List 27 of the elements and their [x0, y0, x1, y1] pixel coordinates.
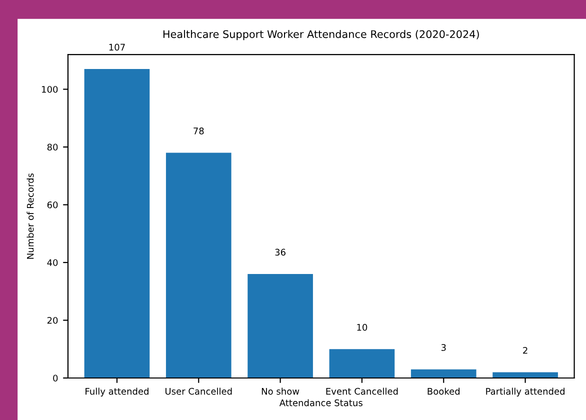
data-label: 78 [194, 128, 204, 134]
y-tick-label: 60 [47, 201, 58, 208]
y-tick-label: 100 [42, 86, 58, 93]
y-axis-title: Number of Records [26, 173, 34, 259]
bar [329, 349, 395, 378]
x-tick-label: Event Cancelled [326, 388, 398, 395]
x-tick-label: User Cancelled [166, 388, 232, 395]
bar [248, 274, 313, 378]
data-label: 10 [357, 324, 368, 331]
bar [84, 69, 150, 378]
data-label: 3 [441, 344, 446, 351]
bar [492, 372, 558, 378]
x-axis-title: Attendance Status [279, 399, 362, 406]
y-tick-label: 40 [47, 259, 58, 266]
y-tick-label: 80 [47, 144, 58, 151]
y-tick-label: 20 [47, 316, 58, 324]
x-tick-label: Partially attended [486, 388, 564, 396]
y-tick-label: 0 [53, 374, 58, 382]
x-tick-label: Fully attended [86, 388, 148, 396]
x-tick-label: Booked [428, 388, 460, 395]
data-label: 107 [109, 44, 125, 51]
chart-title: Healthcare Support Worker Attendance Records (2020-2024) [163, 30, 479, 40]
data-label: 36 [275, 248, 286, 256]
bar [410, 369, 476, 378]
bar [166, 152, 232, 378]
x-tick-label: No show [262, 388, 300, 395]
data-label: 2 [523, 346, 528, 354]
